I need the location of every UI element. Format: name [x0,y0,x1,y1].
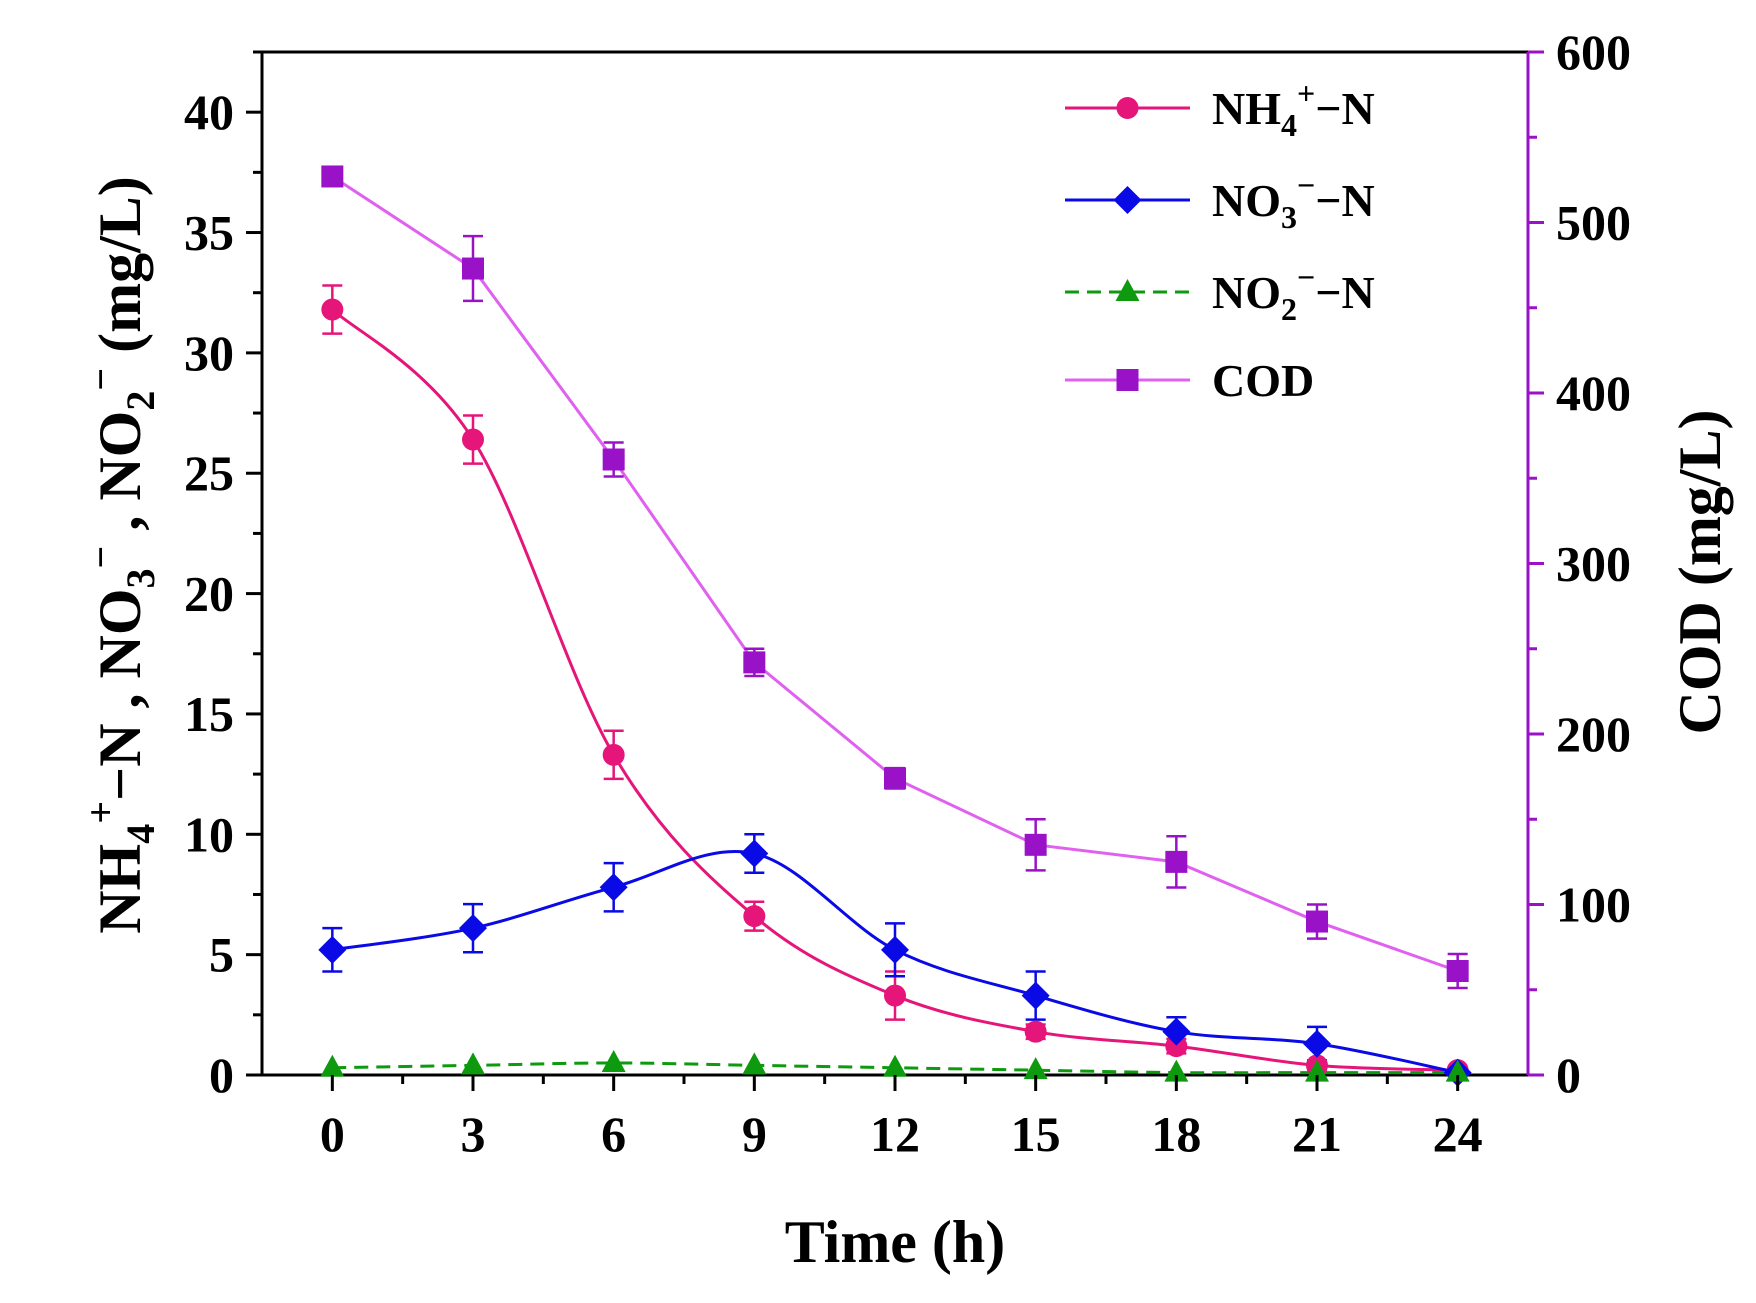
data-point-cod [884,767,906,790]
data-point-nh4 [1165,1035,1188,1058]
data-point-no3 [599,873,628,902]
data-point-no3 [881,935,909,964]
data-point-cod [1165,850,1188,873]
data-point-no3 [1162,1017,1191,1046]
y-left-tick-label: 20 [184,566,234,622]
y-left-tick-label: 0 [209,1047,234,1103]
y-right-tick-label: 0 [1556,1047,1581,1103]
data-point-no3 [1303,1029,1331,1058]
data-point-nh4 [321,298,344,321]
series-line-nh4 [331,308,1458,1072]
data-point-no2 [742,1052,767,1075]
legend-marker-no3 [1113,186,1142,214]
data-point-cod [1306,910,1328,933]
legend-marker-cod [1116,369,1139,391]
x-tick-label: 9 [742,1106,767,1162]
data-point-cod [743,651,766,674]
data-point-cod [602,448,625,471]
legend-label-nh4: NH4+−N [1212,75,1375,143]
x-tick-label: 6 [601,1106,626,1162]
x-tick-label: 12 [870,1106,920,1162]
data-point-no2 [1445,1059,1470,1082]
data-point-nh4 [602,743,625,766]
y-axis-left-title: NH4+−N , NO3− , NO2− (mg/L) [78,176,163,934]
data-point-no2 [1305,1059,1329,1082]
data-point-no2 [461,1052,485,1075]
y-left-tick-label: 40 [184,84,234,140]
legend-label-cod: COD [1212,355,1314,406]
legend-label-no3: NO3−−N [1212,167,1375,235]
legend-label-no2: NO2−−N [1212,259,1375,327]
axes-ticks: 0 3 6 9 12 15 18 21 2405101520253035400100200300… [184,24,1631,1162]
data-point-no2 [320,1054,345,1077]
y-axis-right-title: COD (mg/L) [1667,410,1733,735]
data-point-no3 [318,935,347,964]
x-tick-label: 21 [1292,1106,1342,1162]
y-left-tick-label: 15 [184,686,234,742]
data-point-no3 [459,914,487,943]
data-point-no2 [1164,1059,1189,1082]
data-point-no2 [883,1054,907,1077]
y-left-tick-label: 25 [184,445,234,501]
y-left-tick-label: 5 [209,927,234,983]
x-axis-title: Time (h) [785,1209,1006,1275]
legend-marker-nh4 [1116,97,1139,119]
x-tick-label: 0 [320,1106,345,1162]
data-markers [318,165,1472,1087]
data-point-no2 [1023,1057,1048,1080]
y-right-tick-label: 100 [1556,877,1631,933]
legend-marker-no2 [1115,279,1140,301]
y-right-tick-label: 500 [1556,195,1631,251]
y-right-tick-label: 200 [1556,706,1631,762]
data-point-no2 [601,1049,626,1072]
x-tick-label: 15 [1011,1106,1061,1162]
y-right-tick-label: 300 [1556,536,1631,592]
data-point-nh4 [1024,1020,1047,1043]
data-point-cod [1024,833,1047,856]
data-point-cod [1446,959,1469,982]
data-point-cod [321,165,344,188]
y-right-tick-label: 600 [1556,24,1631,80]
data-point-no3 [740,839,769,868]
data-point-nh4 [884,984,906,1007]
data-point-no3 [1021,981,1050,1010]
x-tick-label: 18 [1151,1106,1201,1162]
legend: NH4+−N NO3−−N NO2−−N COD [1065,75,1375,406]
y-left-tick-label: 35 [184,205,234,261]
y-right-tick-label: 400 [1556,365,1631,421]
x-tick-label: 24 [1433,1106,1483,1162]
y-left-tick-label: 30 [184,325,234,381]
x-tick-label: 3 [461,1106,486,1162]
data-point-nh4 [462,428,484,451]
data-point-cod [462,257,484,280]
data-point-nh4 [743,905,766,928]
y-left-tick-label: 10 [184,806,234,862]
